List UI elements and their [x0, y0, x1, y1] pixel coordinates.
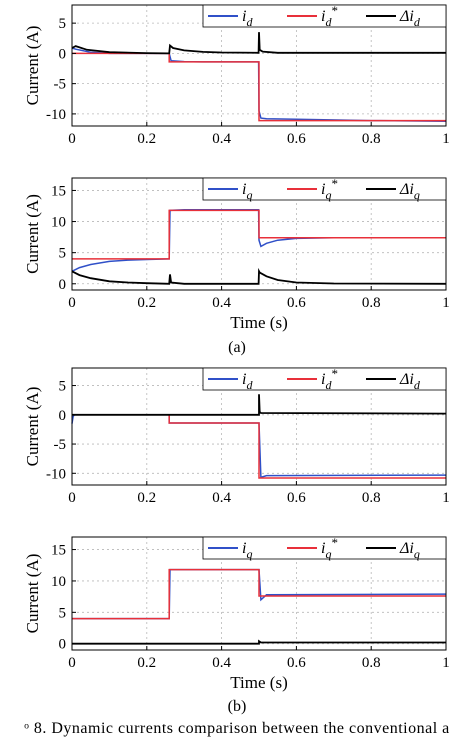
y-tick-label: 5	[59, 16, 67, 32]
x-tick-label: 0.8	[362, 490, 381, 506]
x-tick-label: 0.4	[212, 490, 231, 506]
x-tick-label: 0.6	[287, 131, 306, 147]
x-tick-label: 0.2	[137, 295, 156, 311]
x-tick-label: 0.8	[362, 295, 381, 311]
y-tick-label: 5	[59, 246, 67, 262]
y-tick-label: 0	[59, 46, 67, 62]
legend-entry-label: id*	[321, 366, 338, 392]
legend-entry-label: Δid	[399, 8, 421, 29]
series-line-delta-id	[72, 394, 447, 416]
y-tick-label: 10	[51, 574, 66, 590]
x-tick-label: 0.8	[362, 131, 381, 147]
series-line-delta-iq	[71, 267, 447, 285]
y-axis-label: Current (A)	[23, 26, 42, 106]
x-tick-label: 0.8	[362, 655, 381, 671]
chart-panel-4: 0 0.2 0.4 0.6 0.8 1 15 10 5 0 Current (A) Time (s) i…	[23, 535, 450, 692]
legend-entry-label: iq	[242, 540, 252, 561]
x-tick-label: 1	[442, 490, 450, 506]
x-axis-label: Time (s)	[230, 673, 287, 692]
y-axis-label: Current (A)	[23, 387, 42, 467]
x-tick-label: 0	[68, 131, 76, 147]
legend-entry-label: iq*	[321, 176, 338, 202]
x-tick-label: 1	[442, 131, 450, 147]
legend-entry-label: Δiq	[399, 181, 420, 202]
y-tick-label: 15	[51, 543, 66, 559]
x-axis-label: Time (s)	[230, 313, 287, 332]
legend-entry-label: iq	[242, 181, 252, 202]
x-tick-label: 0.4	[212, 295, 231, 311]
series-line-iq*	[72, 568, 446, 620]
series-line-iq*	[72, 209, 446, 260]
y-tick-label: -10	[46, 466, 66, 482]
y-tick-label: 5	[59, 379, 67, 395]
legend-entry-label: id	[242, 8, 253, 29]
legend-box	[202, 4, 447, 28]
legend-box	[202, 536, 447, 560]
legend-entry-label: Δid	[399, 371, 421, 392]
legend-entry-label: Δiq	[399, 540, 420, 561]
legend-box	[202, 367, 447, 391]
y-tick-label: 15	[51, 183, 66, 199]
x-tick-label: 0	[68, 295, 76, 311]
x-tick-label: 0.4	[212, 655, 231, 671]
chart-panel-2: 0 0.2 0.4 0.6 0.8 1 15 10 5 0 Current (A) Time (s) i…	[23, 176, 450, 332]
y-tick-label: 5	[59, 605, 67, 621]
x-tick-label: 0.4	[212, 131, 231, 147]
x-tick-label: 1	[442, 655, 450, 671]
x-tick-label: 0	[68, 490, 76, 506]
x-tick-label: 1	[442, 295, 450, 311]
legend-box	[202, 177, 447, 201]
figure-caption: ᵒ 8. Dynamic currents comparison between…	[24, 720, 450, 737]
y-axis-label: Current (A)	[23, 194, 42, 274]
y-tick-label: 0	[59, 277, 67, 293]
y-tick-label: -5	[54, 437, 67, 453]
x-tick-label: 0.2	[137, 490, 156, 506]
y-tick-label: 10	[51, 215, 66, 231]
y-tick-label: 0	[59, 637, 67, 653]
series-line-delta-id	[71, 32, 446, 55]
subfigure-label: (b)	[228, 698, 247, 715]
x-tick-label: 0.6	[287, 655, 306, 671]
y-tick-label: -10	[46, 107, 66, 123]
subfigure-label: (a)	[228, 339, 246, 356]
x-tick-label: 0.6	[287, 295, 306, 311]
legend-entry-label: id*	[321, 3, 338, 29]
legend-entry-label: id	[242, 371, 253, 392]
y-tick-label: -5	[54, 77, 67, 93]
y-tick-label: 0	[59, 408, 67, 424]
x-tick-label: 0.6	[287, 490, 306, 506]
y-axis-label: Current (A)	[23, 554, 42, 634]
x-tick-label: 0	[68, 655, 76, 671]
legend-entry-label: iq*	[321, 535, 338, 561]
x-tick-label: 0.2	[137, 655, 156, 671]
series-line-delta-iq	[72, 639, 446, 645]
x-tick-label: 0.2	[137, 131, 156, 147]
